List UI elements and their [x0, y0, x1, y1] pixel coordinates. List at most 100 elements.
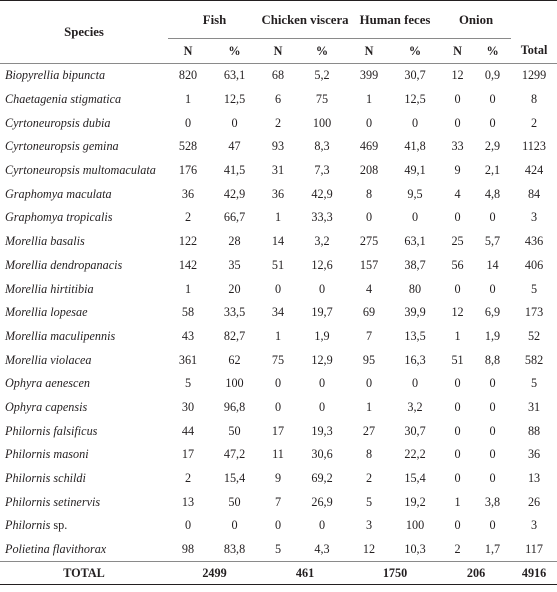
species-name-cell: Cyrtoneuropsis gemina: [0, 135, 168, 159]
onion-n-header: N: [441, 38, 475, 64]
onion-n-cell: 0: [454, 471, 461, 486]
human-pct-cell: 10,3: [404, 542, 426, 557]
fish-n-cell: 142: [178, 257, 198, 272]
table-row: Morellia basalis 122 28 14 3,2 275 63,1 25 5,7 43…: [0, 230, 557, 254]
species-name-cell: Morellia lopesae: [0, 301, 168, 325]
species-name: Philornis: [5, 518, 51, 533]
onion-n-cell: 1: [454, 328, 461, 343]
human-pct-cell: 49,1: [404, 163, 426, 178]
chicken-group-header: Chicken viscera: [261, 0, 350, 39]
chicken-pct-cell: 0: [318, 518, 326, 533]
table-row: Philornis falsificus 44 50 17 19,3 27 30,7 0 0 88: [0, 419, 557, 443]
total-cell: 1123: [522, 139, 546, 154]
chicken-pct-cell: 42,9: [311, 186, 333, 201]
onion-pct-cell: 6,9: [484, 305, 501, 320]
human-n-cell: 3: [365, 518, 373, 533]
onion-n-cell: 56: [451, 257, 464, 272]
onion-n-cell: 25: [451, 234, 464, 249]
human-pct-cell: 63,1: [404, 234, 426, 249]
species-name-cell: Philornis setinervis: [0, 490, 168, 514]
onion-pct-cell: 0: [489, 518, 496, 533]
totals-chicken: 461: [261, 561, 350, 586]
onion-n-cell: 0: [454, 518, 461, 533]
chicken-n-cell: 1: [274, 328, 282, 343]
onion-n-cell: 0: [454, 399, 461, 414]
table-row: Philornis schildi 2 15,4 9 69,2 2 15,4 0 0 13: [0, 467, 557, 491]
table-row: Morellia violacea 361 62 75 12,9 95 16,3 51 8,8 5…: [0, 348, 557, 372]
species-name-cell: Ophyra aenescen: [0, 372, 168, 396]
chicken-pct-cell: 69,2: [311, 471, 333, 486]
onion-pct-cell: 0: [489, 92, 496, 107]
human-n-cell: 0: [365, 115, 373, 130]
fish-n-cell: 36: [181, 186, 195, 201]
total-cell: 173: [524, 305, 544, 320]
table-row: Polietina flavithorax 98 83,8 5 4,3 12 10,3 2 1,…: [0, 538, 557, 562]
chicken-pct-cell: 0: [318, 399, 326, 414]
human-n-cell: 69: [362, 305, 376, 320]
chicken-n-cell: 0: [274, 518, 282, 533]
onion-pct-cell: 0: [489, 423, 496, 438]
total-cell: 5: [530, 281, 538, 296]
species-name-cell: Graphomya tropicalis: [0, 206, 168, 230]
onion-n-cell: 0: [454, 115, 461, 130]
onion-pct-cell: 2,1: [484, 163, 501, 178]
total-cell: 88: [527, 423, 541, 438]
fish-n-cell: 528: [178, 139, 198, 154]
human-pct-cell: 19,2: [404, 494, 426, 509]
table-row: Morellia dendropanacis 142 35 51 12,6 157 38,7…: [0, 254, 557, 278]
chicken-pct-cell: 12,9: [311, 352, 333, 367]
human-pct-cell: 12,5: [404, 92, 426, 107]
table-row: Philornis sp. 0 0 0 0 3 100 0 0 3: [0, 514, 557, 538]
totals-label: TOTAL: [0, 561, 168, 586]
species-name-cell: Morellia basalis: [0, 230, 168, 254]
species-name-cell: Philornis schildi: [0, 467, 168, 491]
onion-n-cell: 12: [451, 305, 464, 320]
species-name: Graphomya tropicalis: [5, 210, 113, 225]
human-pct-cell: 15,4: [404, 471, 426, 486]
human-n-cell: 208: [359, 163, 379, 178]
human-n-cell: 7: [365, 328, 373, 343]
table-row: Biopyrellia bipuncta 820 63,1 68 5,2 399 30,7 1…: [0, 64, 557, 88]
species-name-cell: Morellia dendropanacis: [0, 254, 168, 278]
human-pct-cell: 38,7: [404, 257, 426, 272]
onion-pct-cell: 0: [489, 210, 496, 225]
species-name: Philornis masoni: [5, 447, 89, 462]
total-cell: 117: [525, 542, 543, 557]
chicken-pct-cell: 19,7: [311, 305, 333, 320]
chicken-n-cell: 31: [271, 163, 285, 178]
fish-pct-cell: 83,8: [223, 542, 246, 557]
onion-n-cell: 51: [451, 352, 464, 367]
table-row: Morellia lopesae 58 33,5 34 19,7 69 39,9 12 6,9 1…: [0, 301, 557, 325]
onion-pct-cell: 8,8: [484, 352, 501, 367]
onion-n-cell: 33: [451, 139, 464, 154]
chicken-pct-cell: 1,9: [314, 328, 330, 343]
onion-pct-cell: 0,9: [484, 68, 501, 83]
total-cell: 52: [527, 328, 541, 343]
fish-pct-cell: 15,4: [223, 471, 246, 486]
fish-pct-cell: 0: [231, 518, 238, 533]
chicken-pct-cell: 0: [318, 281, 326, 296]
fish-n-cell: 0: [184, 115, 192, 130]
total-cell: 582: [524, 352, 544, 367]
total-cell: 1299: [521, 68, 547, 83]
totals-onion: 206: [441, 561, 512, 586]
table-row: Cyrtoneuropsis dubia 0 0 2 100 0 0 0 0 2: [0, 111, 557, 135]
chicken-n-cell: 51: [271, 257, 285, 272]
species-name: Graphomya maculata: [5, 186, 112, 201]
onion-pct-cell: 1,7: [484, 542, 501, 557]
species-name-cell: Morellia maculipennis: [0, 325, 168, 349]
fish-n-cell: 176: [178, 163, 198, 178]
fish-pct-cell: 35: [228, 257, 241, 272]
human-n-cell: 8: [365, 186, 373, 201]
table-row: Philornis setinervis 13 50 7 26,9 5 19,2 1 3,8 26: [0, 490, 557, 514]
human-n-cell: 275: [359, 234, 379, 249]
total-cell: 13: [527, 471, 541, 486]
species-name: Philornis schildi: [5, 471, 86, 486]
species-name: Biopyrellia bipuncta: [5, 68, 106, 83]
human-n-cell: 469: [359, 139, 379, 154]
fish-n-cell: 2: [184, 210, 192, 225]
fish-pct-cell: 100: [225, 376, 244, 391]
human-pct-cell: 100: [405, 518, 425, 533]
totals-grand: 4916: [511, 561, 557, 586]
fish-pct-cell: 20: [228, 281, 241, 296]
